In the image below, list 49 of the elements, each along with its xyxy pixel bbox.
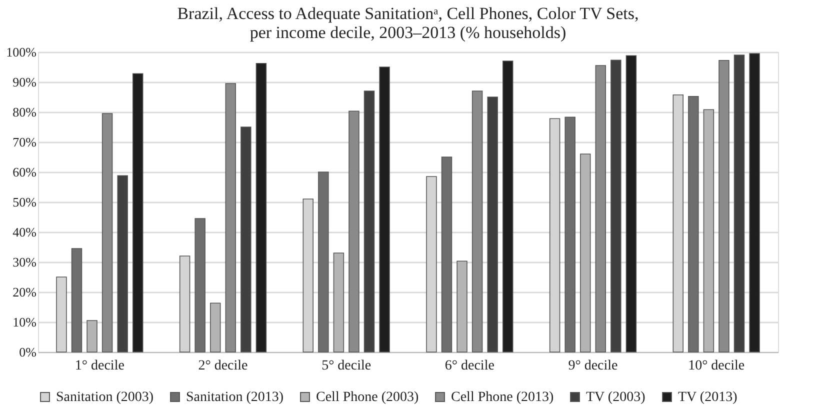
bar <box>472 90 483 352</box>
y-tick-label: 10% <box>12 314 37 330</box>
bar <box>102 113 113 352</box>
x-tick-label: 5° decile <box>322 358 372 374</box>
y-tick-label: 100% <box>6 44 37 60</box>
y-tick-label: 30% <box>12 254 37 270</box>
bar <box>132 73 144 352</box>
bar <box>595 65 606 352</box>
x-tick-label: 9° decile <box>568 358 618 374</box>
bar <box>256 63 267 352</box>
bar <box>71 248 82 352</box>
y-tick-label: 70% <box>12 134 37 150</box>
bar <box>749 53 760 352</box>
y-tick-label: 40% <box>12 224 37 240</box>
y-tick-label: 90% <box>12 74 37 90</box>
legend-label: Sanitation (2003) <box>56 390 154 405</box>
bar <box>225 83 236 352</box>
legend-label: Cell Phone (2013) <box>451 390 554 405</box>
legend-label: Cell Phone (2003) <box>316 390 419 405</box>
y-tick-label: 80% <box>12 104 37 120</box>
y-tick-label: 60% <box>12 164 37 180</box>
legend-label: TV (2013) <box>678 390 738 405</box>
bar <box>117 175 128 352</box>
bar <box>610 60 622 352</box>
bar <box>564 116 576 352</box>
bar <box>379 66 390 352</box>
x-tick-label: 6° decile <box>444 358 494 374</box>
bar <box>502 60 514 352</box>
y-tick-label: 20% <box>12 284 37 300</box>
y-tick-label: 0% <box>19 344 37 360</box>
bar <box>441 156 452 352</box>
legend-label: Sanitation (2013) <box>186 390 284 405</box>
bar <box>348 110 360 352</box>
bar <box>626 55 637 352</box>
bar <box>240 126 252 352</box>
bar <box>487 96 498 352</box>
text: per income decile, 2003–2013 (% households) <box>250 23 566 42</box>
bar <box>688 96 699 352</box>
x-tick-label: 10° decile <box>688 358 745 374</box>
x-tick-label: 2° decile <box>198 358 248 374</box>
x-tick-label: 1° decile <box>74 358 124 374</box>
bar <box>718 60 730 352</box>
bar <box>318 172 329 352</box>
y-tick-label: 50% <box>12 194 37 210</box>
bar <box>734 54 745 352</box>
legend-label: TV (2003) <box>586 390 646 405</box>
bar <box>364 90 375 352</box>
text: Brazil, Access to Adequate Sanitationᵃ, Cell Phones, Color TV Sets, <box>177 4 639 23</box>
bar <box>194 218 206 352</box>
